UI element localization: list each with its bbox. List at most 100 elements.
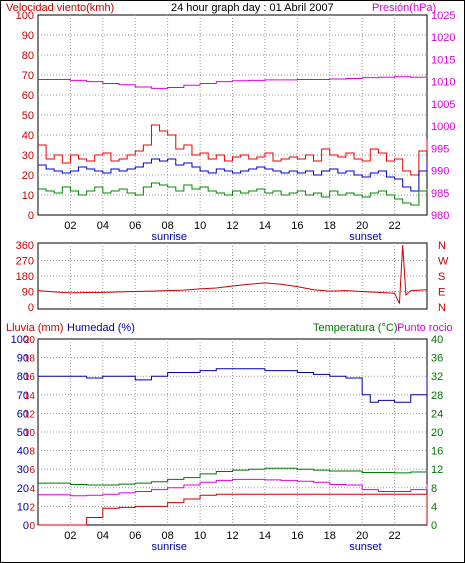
humidity-tick-label: 80 [17,371,29,383]
wind-axis-title: Velocidad viento(kmh) [6,2,114,14]
x-tick-label: 16 [291,530,303,542]
rain-tick-label: 18 [24,354,36,365]
x-tick-label: 14 [259,220,271,232]
temperature-tick-label: 8 [431,483,437,495]
temperature-tick-label: 40 [431,334,443,346]
wind-tick-label: 10 [22,190,34,202]
rain-humidity-series [38,368,428,526]
pressure-tick-label: 1025 [431,10,455,22]
pressure-tick-label: 980 [431,210,449,222]
compass-tick-label: S [438,271,445,283]
wind-tick-label: 80 [22,50,34,62]
rain-tick-label: 12 [24,409,36,420]
compass-tick-label: N [438,302,446,314]
x-tick-label: 12 [226,220,238,232]
rain-tick-label: 10 [24,428,36,439]
series-line-wind [38,158,428,192]
x-tick-label: 16 [291,220,303,232]
series-line-temperatura-c- [38,467,428,486]
humidity-tick-label: 70 [17,390,29,402]
temperature-tick-label: 4 [431,501,437,513]
x-tick-label: 02 [64,530,76,542]
humidity-axis-title: Humedad (%) [67,322,135,334]
pressure-axis-title: Presión(hPa) [372,2,436,14]
x-tick-label: 22 [388,220,400,232]
wind-tick-label: 20 [22,170,34,182]
wind-direction-series [37,244,428,304]
x-tick-label: 20 [356,530,368,542]
pressure-tick-label: 985 [431,188,449,200]
x-tick-label: 14 [259,530,271,542]
x-tick-label: 08 [162,220,174,232]
humidity-tick-label: 100 [11,334,29,346]
rain-tick-label: 2 [29,502,35,513]
wind-pressure-series [38,76,428,206]
pressure-tick-label: 1015 [431,54,455,66]
pressure-tick-label: 1020 [431,32,455,44]
humidity-tick-label: 60 [17,408,29,420]
series-line-direction [37,244,428,304]
wind-pressure-panel: 0102030405060708090100980985990995100010… [6,2,455,243]
x-tick-label: 08 [162,530,174,542]
temperature-tick-label: 24 [431,408,443,420]
x-tick-label: 18 [324,220,336,232]
x-tick-label: 06 [129,220,141,232]
wind-pressure-grid [38,15,427,215]
x-tick-label: 10 [194,530,206,542]
x-tick-label: 04 [97,220,109,232]
sunset-label: sunset [349,541,381,553]
rain-tick-label: 0 [29,521,35,532]
temperature-tick-label: 32 [431,371,443,383]
rain-humidity-ticks: 0102030405060708090100024681012141618200… [11,334,444,553]
wind-tick-label: 30 [22,150,34,162]
wind-tick-label: 90 [22,30,34,42]
compass-tick-label: W [438,256,449,268]
humidity-tick-label: 40 [17,446,29,458]
compass-tick-label: E [438,287,445,299]
pressure-tick-label: 995 [431,143,449,155]
x-tick-label: 06 [129,530,141,542]
chart-title: 24 hour graph day : 01 Abril 2007 [171,2,334,14]
wind-tick-label: 50 [22,110,34,122]
humidity-tick-label: 90 [17,353,29,365]
x-tick-label: 22 [388,530,400,542]
x-tick-label: 02 [64,220,76,232]
temperature-tick-label: 20 [431,427,443,439]
wind-pressure-ticks: 0102030405060708090100980985990995100010… [16,10,456,243]
series-line-punto-rocio [38,478,428,497]
rain-humidity-grid [38,339,427,525]
wind-tick-label: 40 [22,130,34,142]
wind-tick-label: 0 [28,210,34,222]
x-tick-label: 10 [194,220,206,232]
x-tick-label: 20 [356,220,368,232]
wind-tick-label: 100 [16,10,34,22]
sunrise-label: sunrise [152,231,187,243]
direction-tick-label: 180 [16,271,34,283]
pressure-tick-label: 1005 [431,99,455,111]
direction-tick-label: 0 [28,302,34,314]
humidity-tick-label: 10 [17,501,29,513]
x-tick-label: 18 [324,530,336,542]
rain-tick-label: 4 [29,484,35,495]
temperature-tick-label: 36 [431,353,443,365]
rain-tick-label: 6 [29,465,35,476]
temperature-tick-label: 12 [431,464,443,476]
rain-tick-label: 14 [24,391,36,402]
pressure-tick-label: 1010 [431,77,455,89]
rain-tick-label: 20 [24,335,36,346]
wind-tick-label: 70 [22,70,34,82]
pressure-tick-label: 1000 [431,121,455,133]
sunrise-label: sunrise [152,541,187,553]
compass-tick-label: N [438,240,446,252]
humidity-tick-label: 0 [23,520,29,532]
pressure-tick-label: 990 [431,166,449,178]
series-line-humedad- [38,368,428,403]
temperature-tick-label: 0 [431,520,437,532]
temperature-axis-title: Temperatura (°C) [313,322,397,334]
series-line-presi-n [38,76,428,89]
series-line-gust [38,124,428,176]
